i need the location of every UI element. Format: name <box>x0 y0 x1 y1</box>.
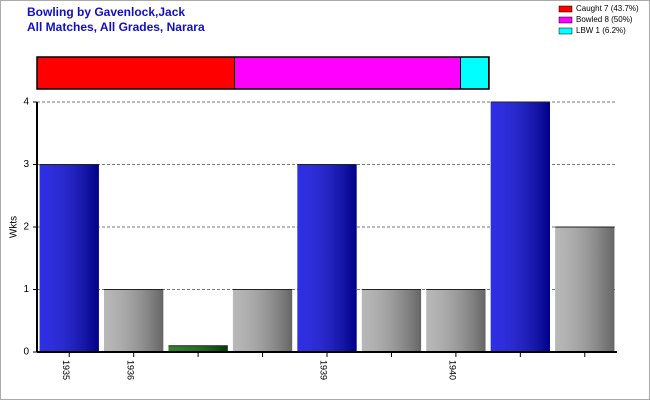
x-tick-label: 1939 <box>319 360 329 380</box>
legend-label: Bowled 8 (50%) <box>576 15 633 24</box>
x-tick-label: 1940 <box>448 360 458 380</box>
summary-segment <box>234 56 462 90</box>
legend-swatch <box>558 5 573 13</box>
legend-label: LBW 1 (6.2%) <box>576 26 626 35</box>
legend-swatch <box>558 16 573 24</box>
legend-label: Caught 7 (43.7%) <box>576 4 639 13</box>
bar-shade <box>39 164 99 352</box>
summary-frame <box>36 56 490 90</box>
summary-segment <box>460 56 490 90</box>
y-tick-label: 2 <box>23 222 29 233</box>
chart-title: Bowling by Gavenlock,Jack <box>27 5 185 19</box>
y-tick-label: 1 <box>23 284 29 295</box>
y-axis-label: Wkts <box>9 216 20 238</box>
bar-shade <box>297 164 357 352</box>
y-tick-label: 0 <box>23 347 29 358</box>
summary-segment <box>36 56 236 90</box>
bar-shade <box>426 289 486 352</box>
bar-shade <box>361 289 422 352</box>
x-tick-label: 1935 <box>61 360 71 380</box>
legend-swatch <box>558 27 573 35</box>
bar-shade <box>232 289 293 352</box>
bar-shade <box>490 102 550 352</box>
y-tick-label: 3 <box>23 159 29 170</box>
chart-subtitle: All Matches, All Grades, Narara <box>27 20 205 34</box>
bar-shade <box>168 345 228 352</box>
bar-shade <box>555 227 615 352</box>
x-tick-label: 1936 <box>125 360 135 380</box>
bar-shade <box>104 289 164 352</box>
y-tick-label: 4 <box>23 97 29 108</box>
